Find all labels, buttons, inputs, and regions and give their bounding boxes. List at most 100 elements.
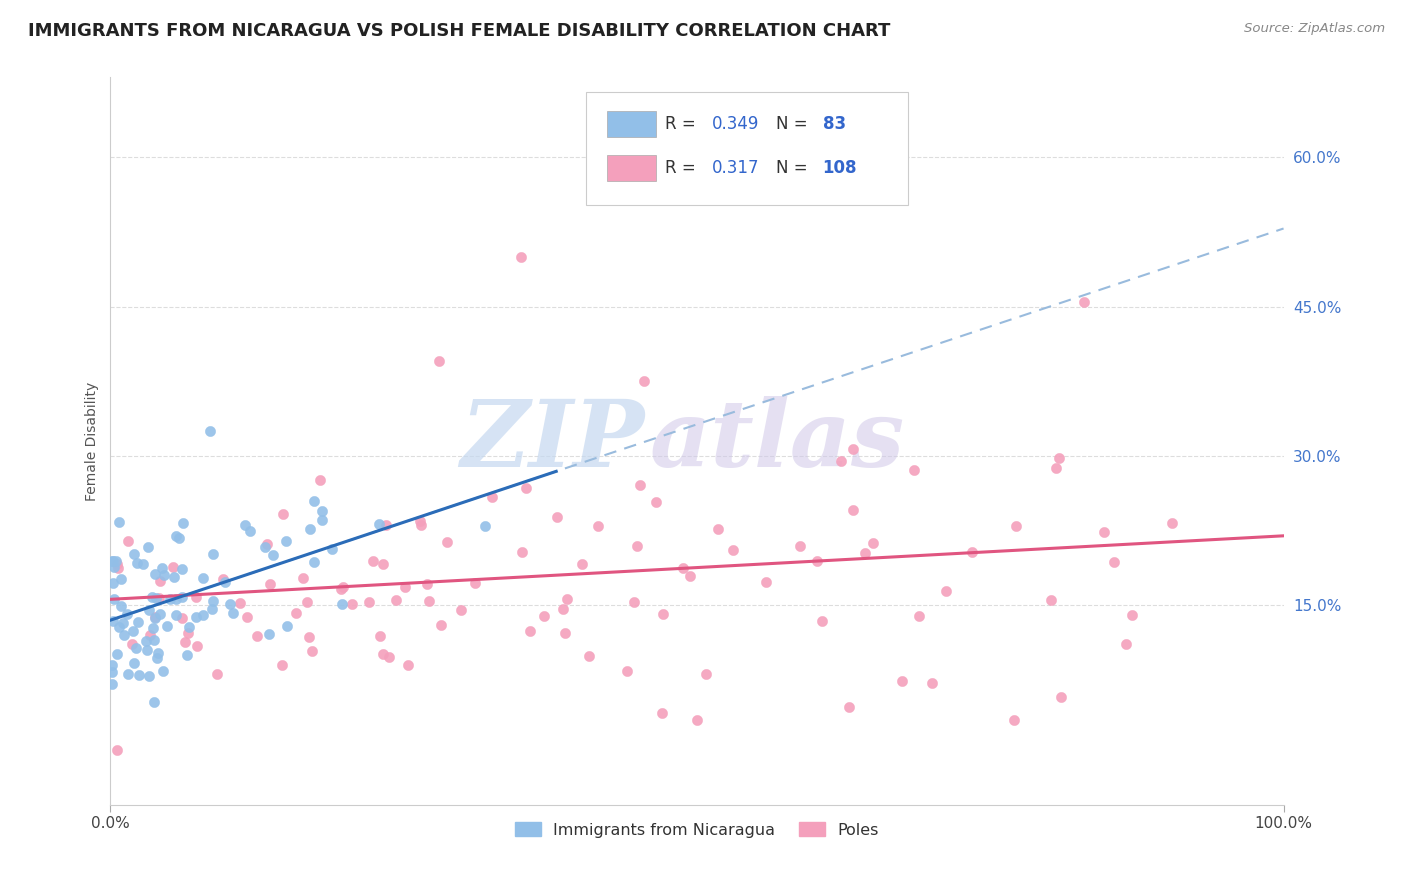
Point [862,535,884,549]
Point [276,618,298,632]
Point [100,677,122,691]
Point [212,572,235,586]
Point [201,602,224,616]
Point [295,595,318,609]
Point [510,250,533,264]
Point [174,635,197,649]
Point [111,616,134,631]
Point [101,614,124,628]
Point [1002,713,1025,727]
Text: IMMIGRANTS FROM NICARAGUA VS POLISH FEMALE DISABILITY CORRELATION CHART: IMMIGRANTS FROM NICARAGUA VS POLISH FEMA… [28,22,890,40]
Point [686,713,709,727]
FancyBboxPatch shape [585,92,908,204]
Point [101,554,124,568]
Point [104,554,127,568]
Text: R =: R = [665,159,702,177]
Text: 0.349: 0.349 [713,115,759,133]
Point [165,608,187,623]
Text: Source: ZipAtlas.com: Source: ZipAtlas.com [1244,22,1385,36]
Point [128,668,150,682]
Point [385,593,408,607]
Point [138,668,160,682]
Point [205,667,228,681]
Point [141,591,163,605]
Point [1045,461,1067,475]
Point [165,529,187,543]
Point [253,540,276,554]
Point [309,473,332,487]
Point [481,490,503,504]
Point [302,555,325,569]
Point [239,524,262,538]
Point [291,571,314,585]
Point [145,591,167,606]
Point [193,571,215,585]
Point [218,597,240,611]
Point [368,517,391,532]
Point [152,664,174,678]
Point [163,570,186,584]
Point [1049,690,1071,704]
Point [125,556,148,570]
Point [101,576,124,591]
Point [148,646,170,660]
Point [411,518,433,533]
Point [321,542,343,557]
Point [332,580,354,594]
Point [105,558,128,572]
Point [176,648,198,662]
Point [510,545,533,559]
Point [285,606,308,620]
Point [222,606,245,620]
Point [122,624,145,639]
Point [100,658,122,673]
Text: 0.317: 0.317 [713,159,759,177]
Point [229,596,252,610]
Point [357,595,380,609]
Point [270,658,292,673]
Point [276,533,298,548]
Point [921,676,943,690]
Point [515,481,537,495]
Point [1073,294,1095,309]
Point [105,743,128,757]
Point [122,657,145,671]
Point [110,599,132,614]
Point [159,591,181,606]
Point [652,607,675,622]
Point [842,442,865,457]
Point [271,507,294,521]
Point [153,568,176,582]
Point [628,478,651,492]
Point [416,577,439,591]
Point [755,574,778,589]
Point [136,541,159,555]
Point [1005,518,1028,533]
Point [103,592,125,607]
Point [298,631,321,645]
Point [908,609,931,624]
Point [112,627,135,641]
Point [117,534,139,549]
Point [184,590,207,604]
Point [903,463,925,477]
Point [132,558,155,572]
Point [148,574,170,588]
Point [329,582,352,597]
Point [427,354,450,368]
FancyBboxPatch shape [606,154,657,181]
Point [202,547,225,561]
Point [721,543,744,558]
Point [108,620,131,634]
Text: N =: N = [776,115,813,133]
Point [418,594,440,608]
Point [108,515,131,529]
Point [311,513,333,527]
Point [554,626,576,640]
Point [107,561,129,575]
Point [533,609,555,624]
Point [202,594,225,608]
Point [935,583,957,598]
Point [150,561,173,575]
Text: 108: 108 [823,159,858,177]
